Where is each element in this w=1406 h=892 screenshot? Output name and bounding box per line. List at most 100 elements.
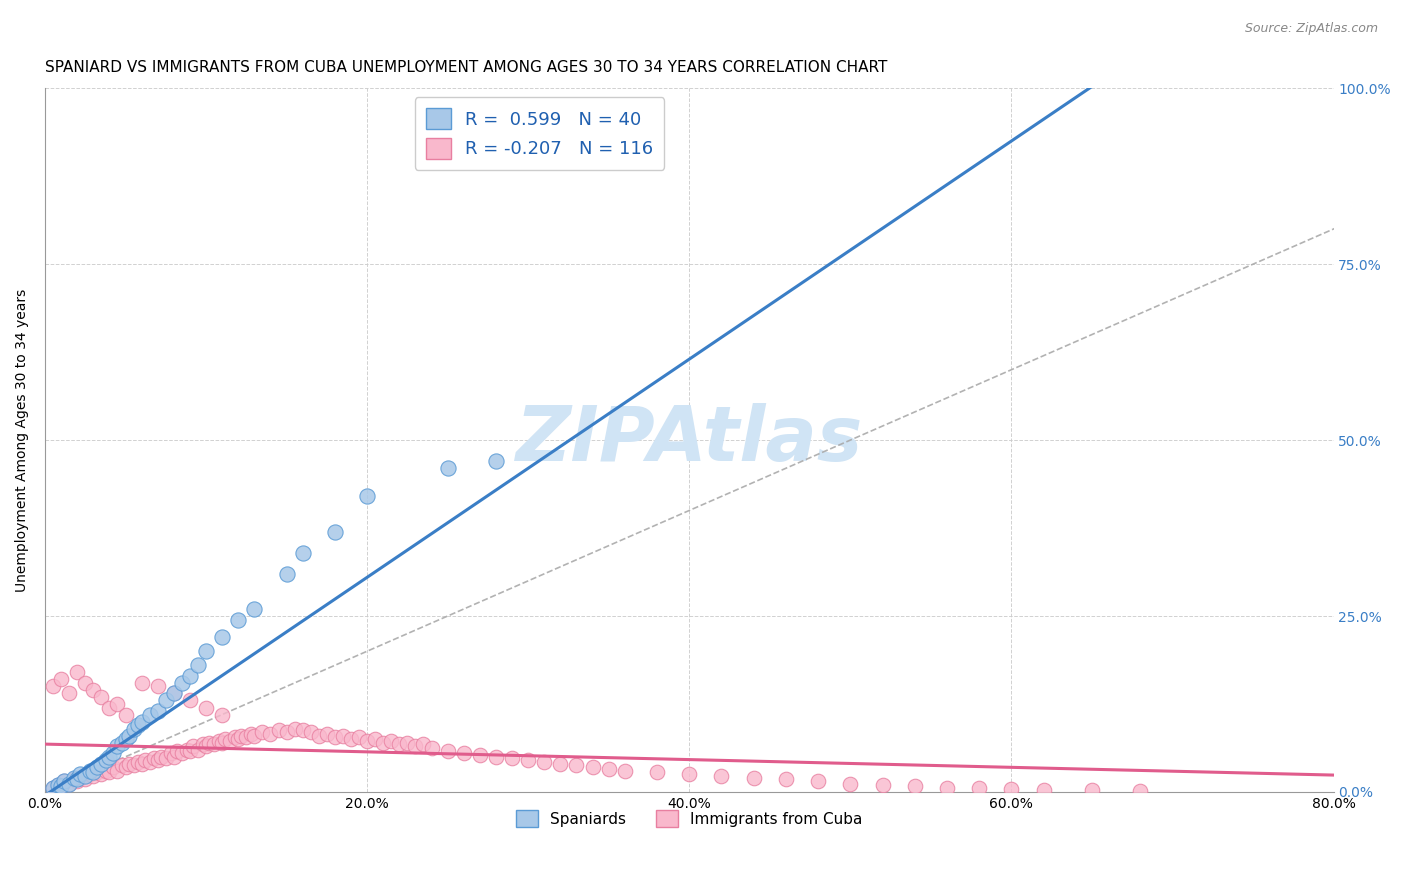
Point xyxy=(224,730,246,744)
Point xyxy=(380,734,402,748)
Point xyxy=(42,680,65,694)
Point xyxy=(163,686,186,700)
Point xyxy=(420,741,443,756)
Point xyxy=(356,490,378,504)
Point xyxy=(1032,782,1054,797)
Point xyxy=(127,756,149,770)
Point xyxy=(284,722,307,736)
Point xyxy=(240,727,263,741)
Point xyxy=(107,764,129,778)
Point xyxy=(208,734,231,748)
Point xyxy=(96,764,118,778)
Point xyxy=(453,746,475,760)
Point xyxy=(373,736,395,750)
Point xyxy=(63,771,86,785)
Point xyxy=(82,765,104,780)
Point xyxy=(138,707,160,722)
Point xyxy=(131,756,153,771)
Point xyxy=(252,725,274,739)
Point xyxy=(66,665,89,680)
Point xyxy=(86,760,108,774)
Point xyxy=(98,749,121,764)
Text: SPANIARD VS IMMIGRANTS FROM CUBA UNEMPLOYMENT AMONG AGES 30 TO 34 YEARS CORRELAT: SPANIARD VS IMMIGRANTS FROM CUBA UNEMPLO… xyxy=(45,60,887,75)
Point xyxy=(936,780,959,795)
Point xyxy=(82,682,104,697)
Point xyxy=(49,780,72,794)
Point xyxy=(195,644,218,658)
Point xyxy=(101,746,124,760)
Point xyxy=(90,756,112,771)
Point xyxy=(872,778,894,792)
Text: ZIPAtlas: ZIPAtlas xyxy=(516,403,863,477)
Point xyxy=(235,730,257,744)
Point xyxy=(107,697,129,711)
Point xyxy=(645,765,668,780)
Point xyxy=(107,739,129,754)
Point xyxy=(315,727,337,741)
Point xyxy=(485,454,508,468)
Point xyxy=(364,732,387,747)
Point xyxy=(163,686,186,700)
Point xyxy=(231,729,253,743)
Point xyxy=(179,693,201,707)
Point xyxy=(58,776,80,790)
Point xyxy=(436,461,458,475)
Point xyxy=(114,760,136,774)
Point xyxy=(155,693,177,707)
Point xyxy=(323,730,346,744)
Point xyxy=(967,781,990,796)
Point xyxy=(517,753,540,767)
Point xyxy=(388,737,411,751)
Point xyxy=(775,772,797,787)
Point xyxy=(90,690,112,704)
Point xyxy=(501,751,523,765)
Point xyxy=(149,749,172,764)
Point xyxy=(75,772,97,787)
Point xyxy=(176,743,198,757)
Point xyxy=(96,753,118,767)
Point xyxy=(259,727,281,741)
Point xyxy=(143,751,166,765)
Point xyxy=(114,732,136,747)
Point xyxy=(101,760,124,774)
Point xyxy=(710,769,733,783)
Point xyxy=(347,730,370,744)
Point xyxy=(211,707,233,722)
Point xyxy=(179,744,201,758)
Point xyxy=(163,749,186,764)
Point xyxy=(69,767,91,781)
Point xyxy=(742,771,765,785)
Point xyxy=(58,776,80,790)
Point xyxy=(118,756,141,771)
Point xyxy=(66,774,89,789)
Point xyxy=(159,746,181,760)
Point xyxy=(170,676,193,690)
Point xyxy=(90,767,112,781)
Point xyxy=(166,744,188,758)
Point xyxy=(485,749,508,764)
Point xyxy=(58,686,80,700)
Point xyxy=(191,737,214,751)
Point xyxy=(1000,782,1022,797)
Point xyxy=(114,707,136,722)
Point xyxy=(211,630,233,644)
Point xyxy=(565,758,588,772)
Point xyxy=(98,765,121,780)
Point xyxy=(195,700,218,714)
Point xyxy=(53,774,76,789)
Point xyxy=(243,729,266,743)
Point xyxy=(598,763,620,777)
Point xyxy=(340,732,363,747)
Point xyxy=(98,700,121,714)
Point xyxy=(468,748,491,763)
Point xyxy=(226,732,249,747)
Point xyxy=(904,780,927,794)
Point xyxy=(267,723,290,737)
Point xyxy=(138,756,160,770)
Point xyxy=(86,765,108,780)
Y-axis label: Unemployment Among Ages 30 to 34 years: Unemployment Among Ages 30 to 34 years xyxy=(15,288,30,591)
Point xyxy=(202,737,225,751)
Point xyxy=(131,676,153,690)
Point xyxy=(46,778,69,792)
Point xyxy=(146,680,169,694)
